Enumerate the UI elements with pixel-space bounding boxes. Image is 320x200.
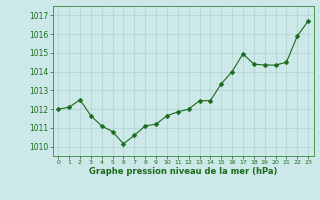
X-axis label: Graphe pression niveau de la mer (hPa): Graphe pression niveau de la mer (hPa) [89,167,277,176]
